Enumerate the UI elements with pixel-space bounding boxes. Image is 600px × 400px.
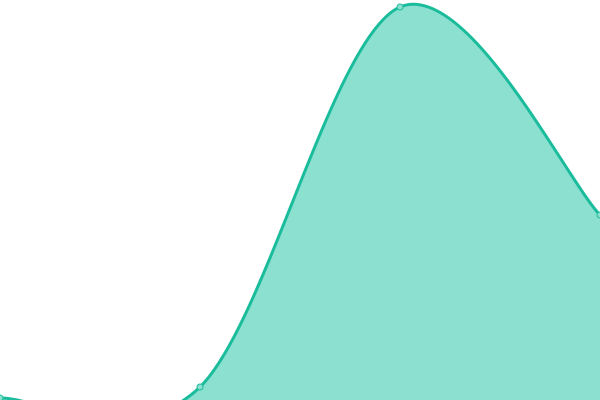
data-point-2[interactable] [396,3,404,11]
data-point-1[interactable] [196,383,204,391]
data-point-3[interactable] [596,211,600,219]
area-fill [0,4,600,400]
data-point-0[interactable] [0,394,4,400]
